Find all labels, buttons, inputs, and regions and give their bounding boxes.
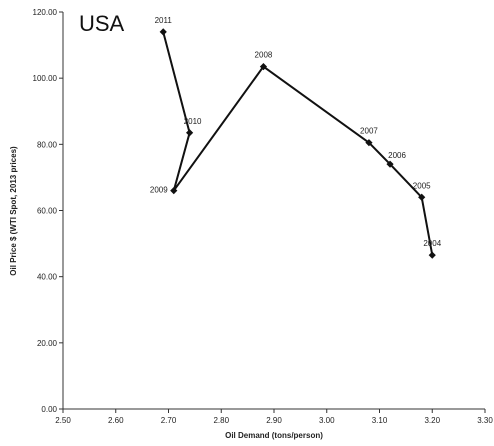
x-tick-label: 3.30 xyxy=(477,416,493,425)
point-label-2007: 2007 xyxy=(360,127,378,136)
y-tick-label: 120.00 xyxy=(33,8,58,17)
x-tick-label: 3.20 xyxy=(424,416,440,425)
y-tick-label: 20.00 xyxy=(37,339,58,348)
point-label-2005: 2005 xyxy=(413,181,431,190)
data-point-2006 xyxy=(386,160,394,168)
y-tick-label: 60.00 xyxy=(37,207,58,216)
series-layer xyxy=(159,28,436,259)
x-tick-label: 2.80 xyxy=(213,416,229,425)
y-tick-label: 40.00 xyxy=(37,273,58,282)
data-point-2011 xyxy=(159,28,167,36)
y-axis-title: Oil Price $ (WTI Spot, 2013 prices) xyxy=(9,146,18,276)
data-point-2010 xyxy=(186,129,194,137)
axes xyxy=(62,12,485,410)
y-ticks: 0.00 20.00 40.00 60.00 80.00 100.00 120.00 xyxy=(33,8,63,414)
point-label-2006: 2006 xyxy=(388,151,406,160)
y-tick-label: 100.00 xyxy=(33,74,58,83)
x-axis-title: Oil Demand (tons/person) xyxy=(225,431,323,440)
data-point-2005 xyxy=(418,193,426,201)
point-label-2009: 2009 xyxy=(150,186,168,195)
x-tick-label: 2.90 xyxy=(266,416,282,425)
x-ticks: 2.50 2.60 2.70 2.80 2.90 3.00 3.10 3.20 3.30 xyxy=(55,409,493,425)
x-tick-label: 2.50 xyxy=(55,416,71,425)
data-point-2007 xyxy=(365,139,373,147)
data-point-2009 xyxy=(170,187,178,195)
y-tick-label: 80.00 xyxy=(37,140,58,149)
x-tick-label: 2.60 xyxy=(108,416,124,425)
chart-title: USA xyxy=(79,11,125,36)
point-label-2010: 2010 xyxy=(184,117,202,126)
point-label-2011: 2011 xyxy=(155,16,173,25)
point-label-2004: 2004 xyxy=(423,239,441,248)
point-label-2008: 2008 xyxy=(255,51,273,60)
data-point-2008 xyxy=(259,62,268,71)
series-line xyxy=(162,31,434,256)
data-point-2004 xyxy=(428,251,436,259)
x-tick-label: 3.00 xyxy=(319,416,335,425)
x-tick-label: 2.70 xyxy=(161,416,177,425)
x-tick-label: 3.10 xyxy=(372,416,388,425)
y-tick-label: 0.00 xyxy=(41,405,57,414)
point-labels: 2004 2005 2006 2007 2008 2009 2010 2011 xyxy=(150,16,442,248)
